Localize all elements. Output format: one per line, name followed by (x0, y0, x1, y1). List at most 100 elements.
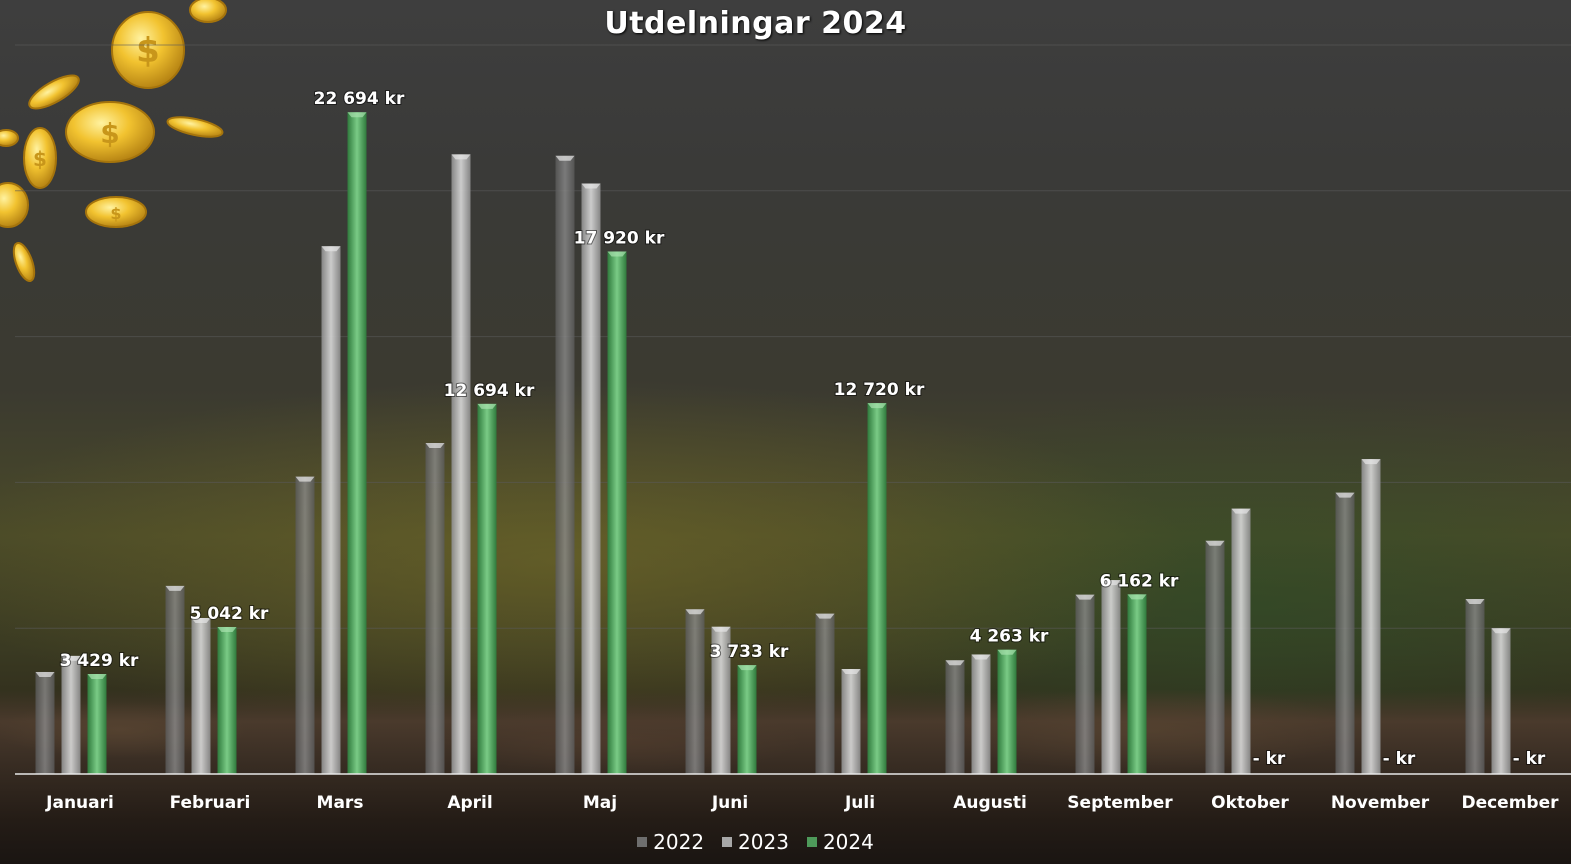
data-label: 12 694 kr (444, 381, 535, 401)
x-tick-label: November (1331, 793, 1430, 813)
data-labels: 3 429 kr 5 042 kr 22 694 kr 12 694 kr 17 920… (59, 88, 1547, 770)
data-label: 5 042 kr (190, 604, 269, 624)
bar-2022-cap (1335, 492, 1355, 498)
bar-2024 (737, 665, 757, 774)
x-tick-label: Maj (583, 793, 617, 813)
bar-2022 (1075, 594, 1095, 774)
gridlines (15, 44, 1571, 629)
bar-2023 (1101, 580, 1121, 774)
x-tick-label: Oktober (1211, 793, 1289, 813)
x-tick-label: Mars (317, 793, 364, 813)
bars (35, 112, 1511, 775)
bar-2022-cap (1075, 594, 1095, 600)
bar-2022-cap (555, 155, 575, 161)
coin-group: $ $ $ $ (0, 0, 227, 282)
svg-text:$: $ (33, 147, 47, 171)
legend-label-2022: 2022 (653, 830, 705, 854)
chart-legend: 2022 2023 2024 (0, 830, 1511, 854)
data-label: - kr (1253, 749, 1286, 769)
gold-coin-icon: $ $ $ $ (0, 0, 227, 282)
bar-2022-cap (1205, 540, 1225, 546)
bar-2024-cap (87, 674, 107, 680)
legend-item-2022: 2022 (637, 830, 704, 854)
x-tick-label: Augusti (953, 793, 1027, 813)
bar-2022-cap (165, 585, 185, 591)
bar-2023-cap (841, 669, 861, 675)
bar-2023-cap (1101, 580, 1121, 586)
bar-2023 (61, 655, 81, 774)
bar-2023 (581, 183, 601, 774)
bar-2024 (217, 626, 237, 774)
bar-2022 (1205, 540, 1225, 774)
svg-text:$: $ (100, 117, 119, 150)
data-label: 4 263 kr (970, 627, 1049, 647)
bar-2022-cap (35, 671, 55, 677)
bar-2023 (1491, 628, 1511, 774)
data-label: 22 694 kr (314, 89, 405, 109)
legend-item-2023: 2023 (722, 830, 789, 854)
bar-2023-cap (1491, 628, 1511, 634)
bar-2022-cap (425, 443, 445, 449)
bar-2022-cap (685, 609, 705, 615)
x-tick-label: Juli (844, 793, 875, 813)
bar-2024-cap (477, 403, 497, 409)
data-label: 17 920 kr (574, 228, 665, 248)
bar-2023-cap (711, 626, 731, 632)
bar-2023-cap (581, 183, 601, 189)
data-label: 6 162 kr (1100, 571, 1179, 591)
legend-swatch-2022 (637, 837, 648, 847)
x-tick-label: September (1067, 793, 1173, 813)
chart-title: Utdelningar 2024 (604, 6, 907, 41)
data-label: 12 720 kr (834, 380, 925, 400)
data-label: 3 733 kr (710, 642, 789, 662)
bar-2024-cap (347, 112, 367, 118)
x-tick-label: April (447, 793, 492, 813)
bar-2022 (685, 609, 705, 774)
bar-2022 (425, 443, 445, 774)
legend-label-2024: 2024 (822, 830, 874, 854)
bar-2024 (997, 649, 1017, 774)
bar-2023 (841, 669, 861, 774)
bar-2023-cap (451, 154, 471, 160)
bar-2022-cap (1465, 599, 1485, 605)
bar-2023-cap (321, 246, 341, 252)
bar-2023 (1231, 508, 1251, 774)
bar-2023 (451, 154, 471, 775)
data-label: - kr (1513, 749, 1546, 769)
bar-2023-cap (61, 655, 81, 661)
bar-2022 (1335, 492, 1355, 774)
bar-2024 (607, 251, 627, 774)
bar-2024 (87, 674, 107, 774)
legend-swatch-2024 (806, 837, 817, 847)
bar-2022 (35, 671, 55, 774)
bar-2024-cap (607, 251, 627, 257)
x-tick-label: December (1461, 793, 1559, 813)
bar-2023 (191, 617, 211, 774)
bar-2022 (165, 585, 185, 774)
bar-2022-cap (295, 476, 315, 482)
bar-2022 (295, 476, 315, 774)
bar-2023 (711, 626, 731, 774)
legend-label-2023: 2023 (738, 830, 789, 854)
svg-text:$: $ (136, 31, 160, 71)
bar-2024-cap (1127, 594, 1147, 600)
svg-text:$: $ (110, 204, 121, 223)
bar-2023-cap (1231, 508, 1251, 514)
legend-item-2024: 2024 (806, 830, 874, 854)
legend-swatch-2023 (722, 837, 733, 847)
data-label: 3 429 kr (60, 651, 139, 671)
bar-2024 (867, 403, 887, 774)
x-tick-label: Januari (45, 793, 114, 813)
bar-2022-cap (815, 613, 835, 619)
bar-2023 (1361, 459, 1381, 774)
bar-2022 (815, 613, 835, 774)
x-tick-labels: Januari Februari Mars April Maj Juni Juli Augus… (45, 793, 1559, 813)
bar-2022 (1465, 599, 1485, 774)
x-tick-label: Juni (711, 793, 748, 813)
bar-2023-cap (191, 617, 211, 623)
bar-2022 (555, 155, 575, 775)
bar-2022 (945, 660, 965, 774)
bar-2024 (347, 112, 367, 774)
data-label: - kr (1383, 749, 1416, 769)
bar-2023 (321, 246, 341, 775)
